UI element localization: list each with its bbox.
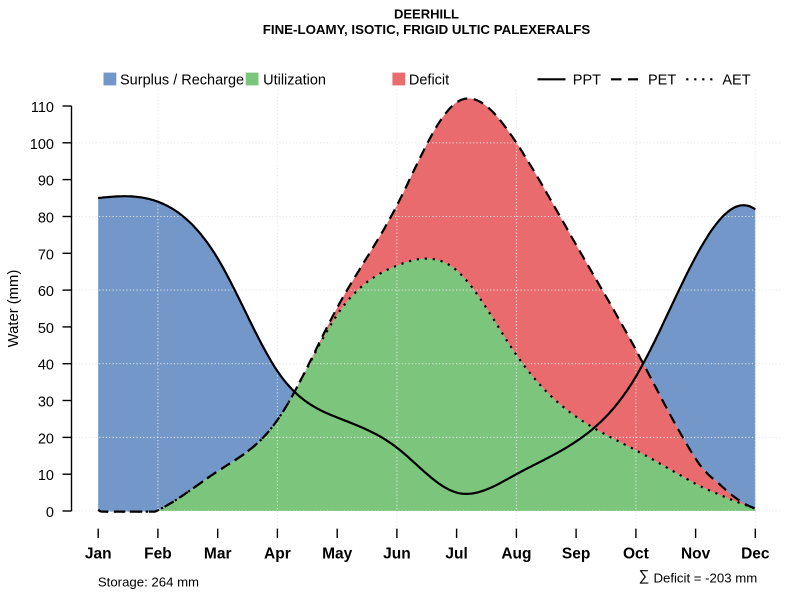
svg-text:∑Deficit = -203 mm: ∑ Deficit = -203 mm (639, 568, 757, 586)
svg-text:DEERHILL: DEERHILL (394, 6, 459, 21)
svg-text:Oct: Oct (623, 546, 649, 563)
svg-text:40: 40 (38, 358, 54, 374)
svg-text:May: May (322, 546, 353, 563)
svg-text:Deficit: Deficit (409, 72, 449, 88)
svg-text:80: 80 (38, 211, 54, 227)
svg-text:AET: AET (722, 72, 750, 88)
svg-text:Feb: Feb (144, 546, 172, 563)
svg-text:PPT: PPT (573, 72, 601, 88)
svg-text:Mar: Mar (204, 546, 232, 563)
svg-text:Sep: Sep (562, 546, 590, 563)
svg-text:Water (mm): Water (mm) (6, 270, 22, 348)
svg-text:20: 20 (38, 431, 54, 447)
svg-text:50: 50 (38, 321, 54, 337)
svg-text:Apr: Apr (264, 546, 291, 563)
svg-text:Aug: Aug (501, 546, 531, 563)
svg-text:30: 30 (38, 395, 54, 411)
svg-text:Jun: Jun (383, 546, 411, 563)
svg-text:10: 10 (38, 468, 54, 484)
svg-text:Jul: Jul (445, 546, 467, 563)
svg-text:Surplus / Recharge: Surplus / Recharge (120, 72, 244, 88)
svg-text:Utilization: Utilization (263, 72, 326, 88)
svg-text:Storage: 264 mm: Storage: 264 mm (98, 574, 199, 589)
svg-text:0: 0 (46, 505, 54, 521)
svg-text:60: 60 (38, 284, 54, 300)
svg-text:Nov: Nov (681, 546, 711, 563)
svg-text:Dec: Dec (741, 546, 770, 563)
svg-text:100: 100 (30, 137, 54, 153)
svg-text:110: 110 (31, 100, 54, 116)
svg-text:70: 70 (38, 247, 54, 263)
svg-text:PET: PET (648, 72, 676, 88)
svg-text:90: 90 (38, 174, 54, 190)
svg-text:Jan: Jan (85, 546, 112, 563)
svg-text:FINE-LOAMY, ISOTIC, FRIGID ULT: FINE-LOAMY, ISOTIC, FRIGID ULTIC PALEXER… (263, 22, 591, 37)
